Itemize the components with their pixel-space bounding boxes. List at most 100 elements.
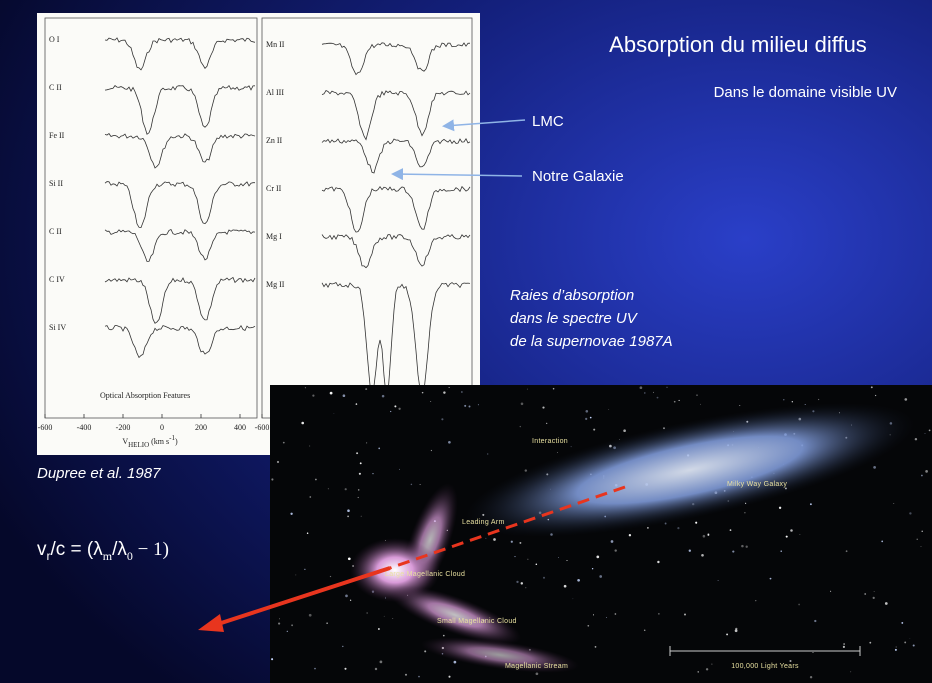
- star: [640, 386, 643, 389]
- star: [398, 408, 400, 410]
- star: [312, 395, 314, 397]
- star: [390, 411, 391, 412]
- star: [295, 574, 296, 575]
- star: [342, 646, 343, 647]
- star: [543, 577, 545, 579]
- star: [521, 403, 524, 406]
- star: [893, 503, 894, 504]
- star: [783, 399, 784, 400]
- star: [885, 602, 888, 605]
- subtitle: Dans le domaine visible UV: [714, 84, 897, 101]
- lmc-label: LMC: [532, 113, 564, 130]
- star: [703, 535, 706, 538]
- galaxy-image: Interaction Milky Way Galaxy Leading Arm…: [270, 375, 932, 683]
- star: [695, 522, 697, 524]
- star: [420, 484, 421, 485]
- galaxy-label: Milky Way Galaxy: [727, 481, 787, 488]
- star: [910, 638, 911, 639]
- star: [525, 587, 526, 588]
- star: [904, 641, 906, 643]
- star: [810, 503, 812, 505]
- star: [367, 612, 368, 613]
- star: [904, 398, 907, 401]
- reference: Dupree et al. 1987: [37, 465, 161, 482]
- star: [647, 527, 649, 529]
- star: [441, 418, 443, 420]
- star: [615, 549, 617, 551]
- star: [384, 616, 385, 617]
- star: [599, 575, 602, 578]
- star: [553, 388, 555, 390]
- star: [706, 668, 708, 670]
- star: [567, 560, 568, 561]
- star: [571, 446, 572, 447]
- star: [596, 556, 599, 559]
- star: [921, 475, 923, 477]
- star: [595, 646, 597, 648]
- axis-title-part: HELIO: [128, 441, 149, 449]
- star: [739, 405, 740, 406]
- tick-label: -400: [77, 423, 92, 432]
- star: [343, 394, 346, 397]
- star: [873, 597, 875, 599]
- star: [657, 561, 659, 563]
- star: [577, 579, 580, 582]
- star: [564, 585, 567, 588]
- caption-line: de la supernovae 1987A: [510, 333, 673, 350]
- star: [330, 392, 333, 395]
- ion-label: Al III: [266, 88, 284, 97]
- star: [798, 604, 800, 606]
- star: [358, 489, 360, 491]
- star: [307, 532, 308, 533]
- galaxy-label: Leading Arm: [462, 519, 505, 526]
- star: [536, 672, 539, 675]
- star: [590, 417, 592, 419]
- star: [301, 422, 304, 425]
- star: [657, 397, 659, 399]
- star: [929, 430, 931, 432]
- star: [789, 660, 791, 662]
- star: [746, 546, 748, 548]
- star: [424, 650, 426, 652]
- star: [755, 600, 756, 601]
- star: [405, 674, 407, 676]
- star: [305, 387, 306, 388]
- star: [921, 546, 922, 547]
- star: [449, 387, 450, 388]
- star: [546, 423, 547, 424]
- tick-label: -200: [116, 423, 131, 432]
- star: [328, 488, 329, 489]
- ion-label: Cr II: [266, 184, 282, 193]
- scale-label: 100,000 Light Years: [731, 663, 799, 670]
- star: [314, 668, 316, 670]
- star: [378, 448, 380, 450]
- star: [557, 452, 558, 453]
- star: [378, 628, 380, 630]
- ion-label: C IV: [49, 275, 65, 284]
- star: [644, 630, 646, 632]
- star: [347, 509, 350, 512]
- star: [271, 478, 273, 480]
- page: {"slide": { "title": "Absorption du mili…: [0, 0, 932, 683]
- star: [279, 618, 280, 619]
- star: [521, 582, 523, 584]
- ion-label: C II: [49, 83, 62, 92]
- tick-label: -600: [255, 423, 270, 432]
- star: [792, 401, 793, 402]
- star: [399, 469, 400, 470]
- star: [901, 622, 903, 624]
- star: [800, 534, 801, 535]
- star: [779, 507, 781, 509]
- star: [443, 635, 445, 637]
- slide: O IC IIFe IISi IIC IIC IVSi IVMn IIAl II…: [0, 0, 932, 683]
- galaxy-label: Notre Galaxie: [532, 168, 624, 185]
- star: [730, 529, 732, 531]
- star: [516, 581, 518, 583]
- ion-label: Mg II: [266, 280, 285, 289]
- star: [896, 646, 897, 647]
- star: [454, 661, 457, 664]
- star: [871, 386, 873, 388]
- star: [291, 624, 293, 626]
- star: [711, 664, 712, 665]
- star: [689, 550, 691, 552]
